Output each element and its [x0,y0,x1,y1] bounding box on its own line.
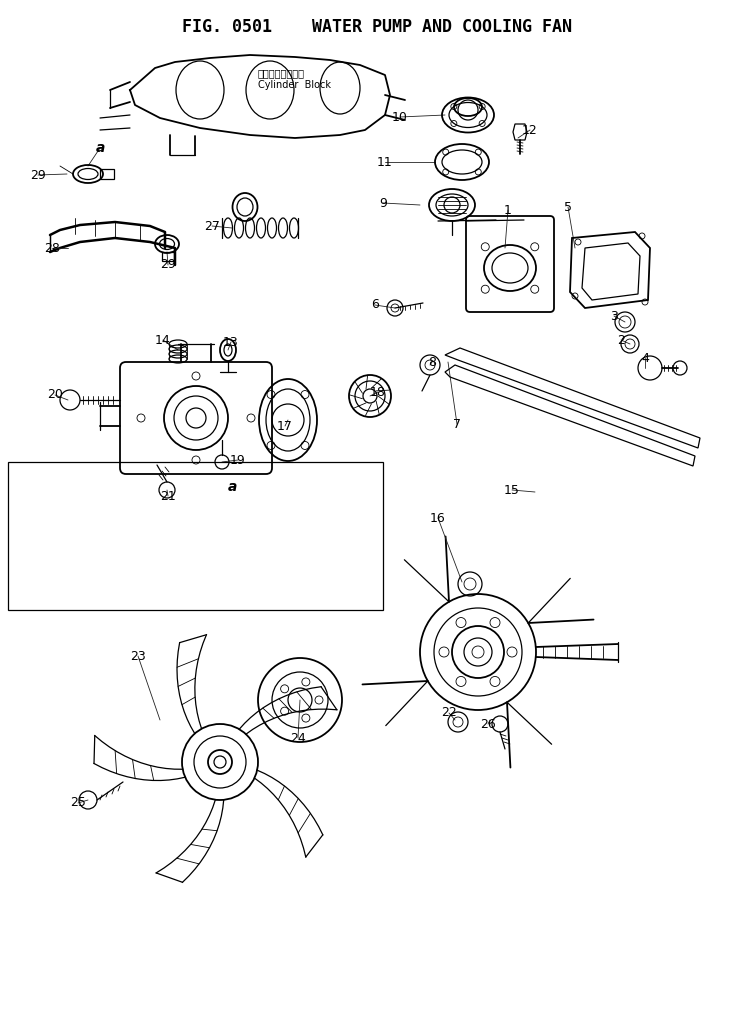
Text: シリンダブロック: シリンダブロック [258,68,305,78]
Text: 25: 25 [70,797,86,809]
Text: 18: 18 [370,385,386,399]
Text: 4: 4 [641,352,649,364]
Text: 28: 28 [44,241,60,255]
Text: 29: 29 [160,259,176,272]
Text: 1: 1 [504,204,512,217]
Text: 9: 9 [379,197,387,210]
Text: 27: 27 [204,219,220,232]
Bar [8,462,383,610]
Text: 13: 13 [223,336,239,349]
Text: 15: 15 [504,484,520,497]
Text: 3: 3 [610,309,618,322]
Text: 21: 21 [160,490,176,503]
Text: 19: 19 [230,453,246,466]
Text: 7: 7 [453,418,461,431]
Text: 6: 6 [371,298,379,311]
Bar [162,252,174,261]
Text: 26: 26 [480,718,496,730]
Text: 10: 10 [392,111,408,124]
Text: a: a [227,480,236,494]
Text: 24: 24 [290,731,306,744]
Bar [100,169,114,179]
Text: 20: 20 [47,388,63,402]
Text: a: a [95,141,105,155]
Text: 12: 12 [522,124,538,137]
Text: 2: 2 [617,334,625,347]
Text: Cylinder  Block: Cylinder Block [258,80,331,90]
Text: 5: 5 [564,201,572,214]
Text: FIG. 0501    WATER PUMP AND COOLING FAN: FIG. 0501 WATER PUMP AND COOLING FAN [182,18,572,37]
Text: 8: 8 [428,356,436,368]
Text: 23: 23 [130,650,146,662]
Text: 22: 22 [441,707,457,720]
Text: 11: 11 [378,155,393,168]
Text: 17: 17 [277,420,293,433]
Text: 16: 16 [430,511,446,524]
Text: 14: 14 [155,334,171,347]
Text: 29: 29 [30,168,46,182]
